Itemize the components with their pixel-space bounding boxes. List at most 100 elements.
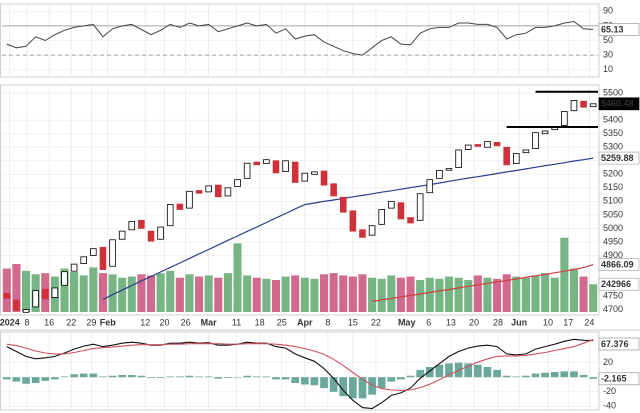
x-tick-label: 29 <box>86 317 96 327</box>
histogram-bar <box>550 372 559 378</box>
moving-average-line <box>371 264 594 303</box>
y-tick-label: 30 <box>603 49 613 59</box>
histogram-bar <box>156 377 165 378</box>
candle <box>61 271 68 286</box>
candle <box>80 256 87 264</box>
volume-bar <box>2 268 11 312</box>
histogram-bar <box>108 375 117 378</box>
candle <box>234 179 241 187</box>
x-tick-label: 11 <box>232 317 241 327</box>
histogram-bar <box>483 366 492 378</box>
candle <box>90 248 97 256</box>
x-tick-label: 25 <box>277 317 287 327</box>
volume-bar <box>204 275 213 312</box>
candle <box>138 219 145 229</box>
x-tick-label: 6 <box>426 317 431 327</box>
volume-bar <box>454 277 463 312</box>
volume-bar <box>252 277 261 312</box>
x-tick-label: 20 <box>469 317 479 327</box>
volume-bar <box>368 277 377 312</box>
volume-bar <box>512 276 521 312</box>
candle <box>176 203 184 210</box>
volume-bar <box>300 277 309 312</box>
volume-bar <box>358 274 367 312</box>
y-tick-label: 4900 <box>603 250 623 260</box>
last-value-box-bg <box>598 277 640 291</box>
candle <box>561 111 568 126</box>
volume-bar <box>98 273 107 312</box>
x-tick-label: Jun <box>511 317 527 327</box>
last-value-box-bg <box>598 151 640 165</box>
x-tick-label: 17 <box>563 317 573 327</box>
volume-bar <box>541 273 550 312</box>
histogram-bar <box>329 377 338 392</box>
last-value-box-bg <box>598 337 640 351</box>
histogram-bar <box>195 376 203 378</box>
histogram-bar <box>41 377 50 381</box>
candle <box>532 132 539 149</box>
y-tick-label: 5000 <box>603 223 623 233</box>
candle <box>22 309 30 313</box>
candle <box>493 141 501 147</box>
candle <box>474 144 482 147</box>
histogram-bar <box>387 377 396 382</box>
y-tick-label: 5500 <box>603 87 623 97</box>
histogram-bar <box>416 369 425 378</box>
candle <box>41 288 49 300</box>
candle <box>118 230 126 240</box>
macd-line <box>6 338 594 392</box>
candle <box>195 190 203 194</box>
last-value-box: 5259.88 <box>598 151 640 165</box>
candle <box>70 263 78 272</box>
volume-bar <box>60 268 69 312</box>
x-tick-label: 2024 <box>0 317 20 327</box>
histogram-bar <box>233 377 242 378</box>
histogram-bar <box>175 376 184 378</box>
histogram-bar <box>579 375 588 378</box>
volume-bar <box>195 276 204 312</box>
last-value-box: 242966 <box>598 277 640 291</box>
histogram-bar <box>368 377 376 395</box>
y-tick-label: 50 <box>603 35 613 45</box>
x-tick-label: 28 <box>493 317 503 327</box>
histogram-bar <box>22 377 30 384</box>
volume-bar <box>589 284 598 312</box>
volume-bar <box>271 280 281 312</box>
macd-line <box>6 338 594 410</box>
histogram-bar <box>512 376 521 378</box>
candle <box>166 204 174 227</box>
candle <box>205 185 212 193</box>
last-value-box: 4866.09 <box>598 258 640 271</box>
volume-bar <box>262 278 271 312</box>
candle <box>301 172 309 182</box>
y-tick-label: 5400 <box>603 115 623 125</box>
candle <box>378 209 385 225</box>
histogram-bar <box>272 377 280 380</box>
x-tick-label: 15 <box>348 317 358 327</box>
last-value-box: 67.376 <box>598 337 640 351</box>
x-tick-label: 16 <box>44 317 54 327</box>
volume-bar <box>166 270 175 312</box>
candle <box>416 193 424 221</box>
candle <box>339 196 347 213</box>
histogram-bar <box>137 375 146 378</box>
candle <box>349 210 357 232</box>
x-tick-label: 20 <box>159 317 169 327</box>
volume-bar <box>21 270 31 312</box>
candle <box>291 161 299 183</box>
histogram-bar <box>262 376 271 378</box>
histogram-bar <box>243 375 251 378</box>
volume-bar <box>435 278 444 312</box>
volume-bar <box>464 280 473 312</box>
candle <box>186 190 193 209</box>
volume-bar <box>521 277 530 312</box>
volume-bar <box>502 274 511 312</box>
y-tick-label: 4950 <box>603 236 623 246</box>
volume-bar <box>473 275 482 312</box>
volume-bar <box>185 274 194 312</box>
volume-bar <box>569 268 579 312</box>
volume-bar <box>329 273 338 312</box>
volume-bar <box>319 274 329 312</box>
candle <box>589 103 597 108</box>
